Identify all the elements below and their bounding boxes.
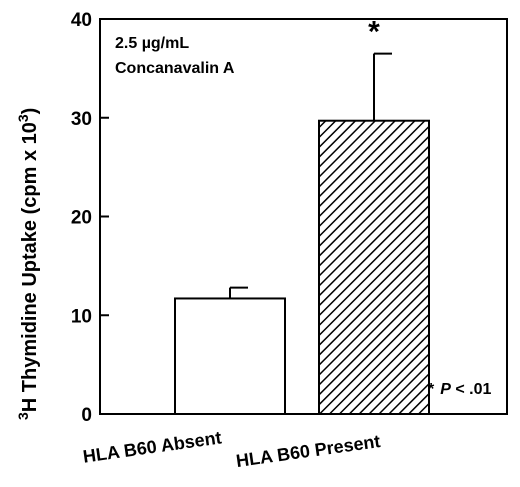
footnote: * P < .01 xyxy=(428,381,491,398)
y-tick-label: 30 xyxy=(71,109,92,130)
bar-2 xyxy=(318,119,430,416)
x-axis-category-labels: HLA B60 Absent HLA B60 Present xyxy=(82,427,382,471)
footnote-rest: < .01 xyxy=(451,381,492,398)
y-axis-label-close: ) xyxy=(19,108,41,115)
x-category-label: HLA B60 Present xyxy=(235,431,382,471)
y-tick-label: 40 xyxy=(71,10,92,31)
y-axis-label-main: H Thymidine Uptake (cpm x 10 xyxy=(19,122,41,412)
bar-1 xyxy=(174,297,286,415)
bars-group: * xyxy=(174,16,430,416)
footnote-p: P xyxy=(440,381,451,398)
y-tick-label: 10 xyxy=(71,306,92,327)
significance-marker: * xyxy=(368,16,380,49)
plot-frame xyxy=(99,18,508,415)
y-axis-label: 3H Thymidine Uptake (cpm x 103) xyxy=(15,108,41,420)
footnote-star: * xyxy=(428,381,435,398)
annotation-line2: Concanavalin A xyxy=(115,60,235,77)
y-axis-ticks: 0 10 20 30 40 xyxy=(71,10,109,426)
y-tick-label: 0 xyxy=(81,405,92,426)
x-category-label: HLA B60 Absent xyxy=(82,427,223,466)
y-axis-label-sup-pre: 3 xyxy=(15,412,31,420)
y-tick-label: 20 xyxy=(71,208,92,229)
y-axis-label-sup-post: 3 xyxy=(15,114,31,122)
annotation-line1: 2.5 µg/mL xyxy=(115,35,189,52)
